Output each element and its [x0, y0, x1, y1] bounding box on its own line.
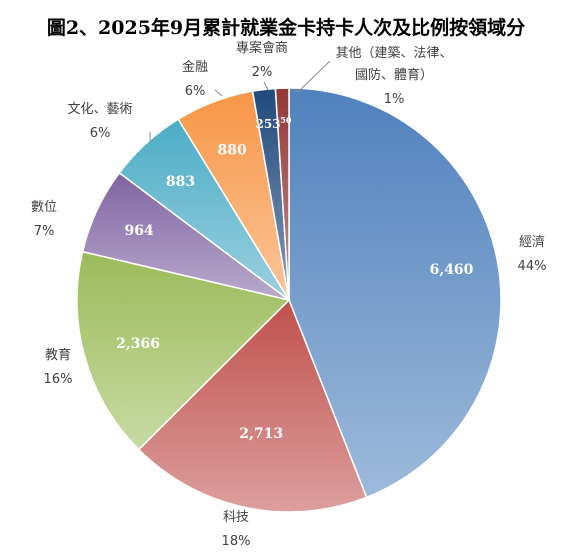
value-label-1: 6,460	[430, 262, 474, 278]
value-label-5: 883	[166, 174, 195, 190]
value-label-8: 150	[275, 115, 292, 125]
category-label-8-line-2: 國防、體育）	[355, 67, 433, 83]
percent-label-6: 6%	[185, 84, 206, 99]
category-label-3: 教育	[45, 347, 71, 363]
percent-label-5: 6%	[90, 126, 111, 141]
category-label-7: 專案會商	[236, 41, 288, 56]
pie-slice-2	[137, 298, 368, 513]
leader-line-8	[290, 60, 331, 92]
percent-label-2: 18%	[222, 534, 251, 549]
leader-line-7	[263, 81, 269, 91]
pie-slice-1	[288, 87, 502, 499]
percent-label-8: 1%	[384, 92, 405, 107]
leader-line-5	[149, 132, 154, 143]
category-label-2: 科技	[223, 510, 249, 525]
pie-slice-3	[76, 250, 291, 451]
category-label-4: 數位	[31, 200, 57, 215]
category-label-5: 文化、藝術	[67, 102, 132, 117]
percent-label-3: 16%	[44, 372, 73, 387]
pie-slice-8	[274, 87, 290, 301]
category-label-6: 金融	[182, 59, 208, 75]
percent-label-4: 7%	[34, 224, 55, 239]
chart-title: 圖2、2025年9月累計就業金卡持卡人次及比例按領域分	[47, 16, 525, 39]
value-label-2: 2,713	[239, 426, 283, 442]
value-label-7: 253	[255, 117, 280, 131]
category-label-1: 經濟	[519, 234, 545, 250]
percent-label-7: 2%	[252, 65, 273, 80]
percent-label-1: 44%	[518, 259, 547, 274]
value-label-4: 964	[124, 223, 153, 239]
leader-line-6	[214, 89, 223, 97]
value-label-3: 2,366	[116, 336, 160, 352]
category-label-8-line-1: 其他（建築、法律、	[335, 46, 452, 61]
value-label-6: 880	[217, 142, 246, 158]
